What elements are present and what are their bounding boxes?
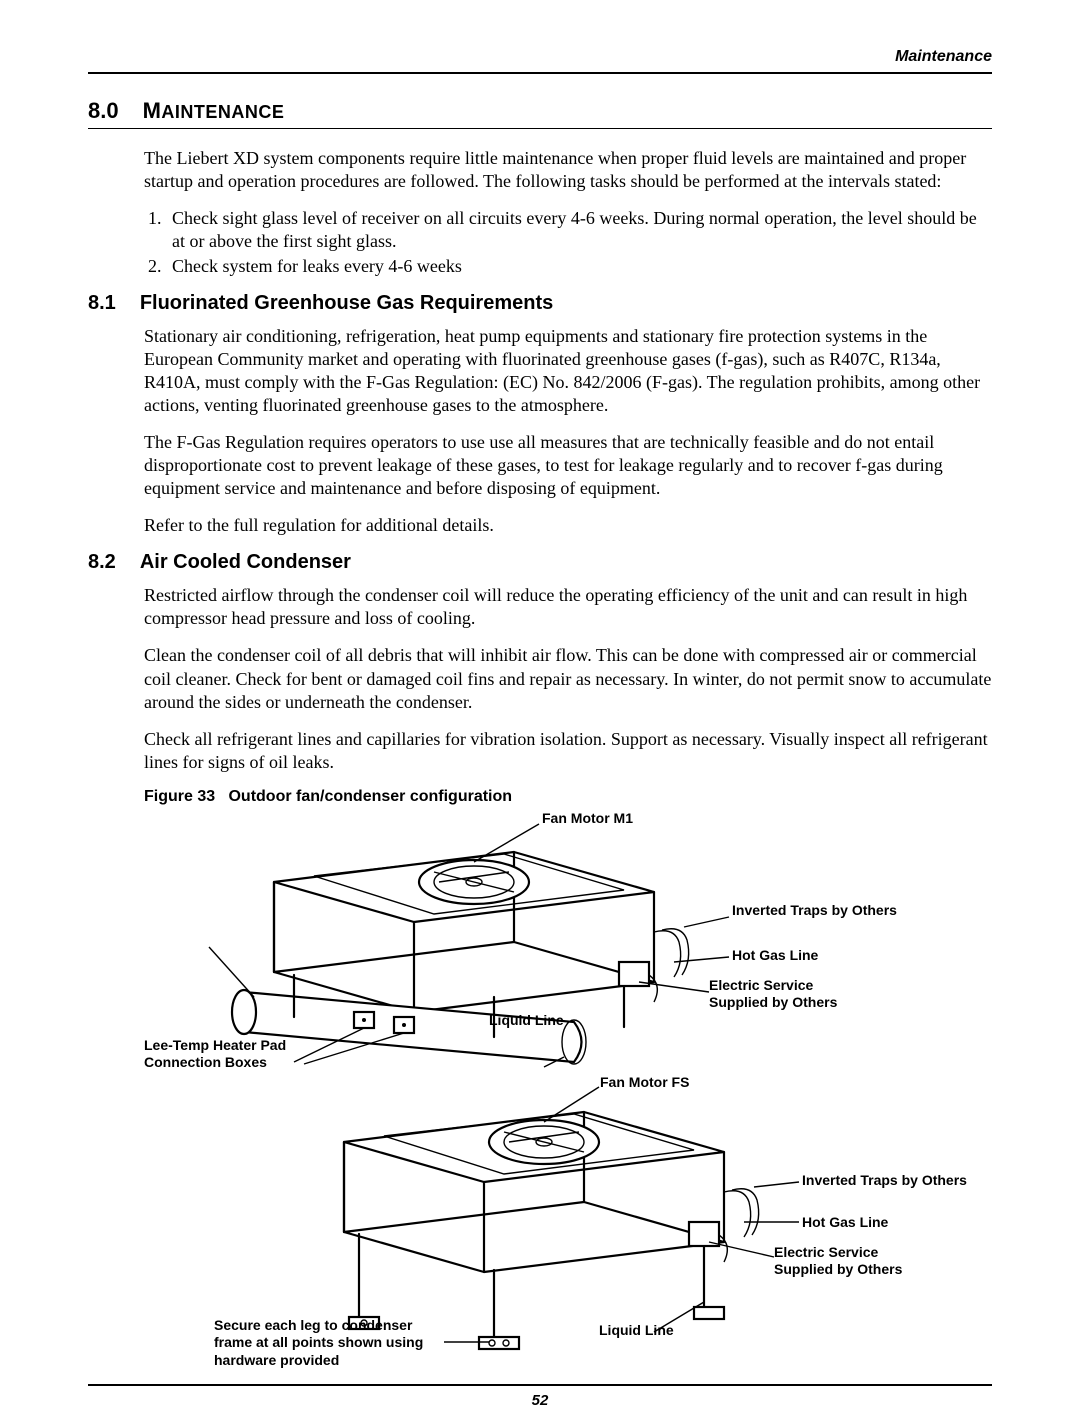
figure-title: Outdoor fan/condenser configuration	[228, 788, 512, 805]
para: The F-Gas Regulation requires operators …	[144, 431, 992, 500]
section-title: 8.0 MAINTENANCE	[88, 98, 992, 124]
section-name-rest: AINTENANCE	[161, 102, 284, 122]
label-fan-m1: Fan Motor M1	[542, 810, 633, 828]
label-inverted-traps: Inverted Traps by Others	[732, 902, 897, 920]
label-hot-gas-2: Hot Gas Line	[802, 1214, 888, 1232]
sub2-body: Restricted airflow through the condenser…	[144, 584, 992, 773]
subsection-number: 8.1	[88, 292, 116, 315]
para: Restricted airflow through the condenser…	[144, 584, 992, 630]
section-name-initial: M	[143, 98, 162, 123]
rule-top	[88, 72, 992, 74]
checklist-item: Check sight glass level of receiver on a…	[166, 207, 992, 253]
checklist: Check sight glass level of receiver on a…	[166, 207, 992, 278]
figure-33: Fan Motor M1 Inverted Traps by Others Ho…	[144, 812, 964, 1372]
label-electric-service-2: Electric Service Supplied by Others	[774, 1244, 902, 1279]
para: Refer to the full regulation for additio…	[144, 514, 992, 537]
section-number: 8.0	[88, 98, 119, 124]
label-liquid-line-2: Liquid Line	[599, 1322, 674, 1340]
label-lee-temp: Lee-Temp Heater Pad Connection Boxes	[144, 1037, 286, 1072]
para: Check all refrigerant lines and capillar…	[144, 728, 992, 774]
intro-block: The Liebert XD system components require…	[144, 147, 992, 278]
intro-para: The Liebert XD system components require…	[144, 147, 992, 193]
para: Clean the condenser coil of all debris t…	[144, 644, 992, 713]
label-fan-fs: Fan Motor FS	[600, 1074, 689, 1092]
rule-bottom	[88, 1384, 992, 1386]
label-electric-service: Electric Service Supplied by Others	[709, 977, 837, 1012]
para: Stationary air conditioning, refrigerati…	[144, 325, 992, 417]
figure-number: Figure 33	[144, 788, 215, 805]
page-number: 52	[88, 1392, 992, 1409]
label-secure-legs: Secure each leg to condenser frame at al…	[214, 1317, 423, 1370]
subsection-8-2: 8.2 Air Cooled Condenser	[88, 551, 992, 574]
checklist-item: Check system for leaks every 4-6 weeks	[166, 255, 992, 278]
label-liquid-line: Liquid Line	[489, 1012, 564, 1030]
figure-caption: Figure 33 Outdoor fan/condenser configur…	[144, 788, 992, 806]
subsection-8-1: 8.1 Fluorinated Greenhouse Gas Requireme…	[88, 292, 992, 315]
subsection-title: Fluorinated Greenhouse Gas Requirements	[140, 292, 553, 315]
running-head: Maintenance	[88, 48, 992, 66]
page: Maintenance 8.0 MAINTENANCE The Liebert …	[0, 0, 1080, 1397]
label-hot-gas: Hot Gas Line	[732, 947, 818, 965]
section-name: MAINTENANCE	[143, 98, 285, 124]
subsection-title: Air Cooled Condenser	[140, 551, 351, 574]
sub1-body: Stationary air conditioning, refrigerati…	[144, 325, 992, 537]
label-inverted-traps-2: Inverted Traps by Others	[802, 1172, 967, 1190]
section-rule	[88, 128, 992, 129]
subsection-number: 8.2	[88, 551, 116, 574]
